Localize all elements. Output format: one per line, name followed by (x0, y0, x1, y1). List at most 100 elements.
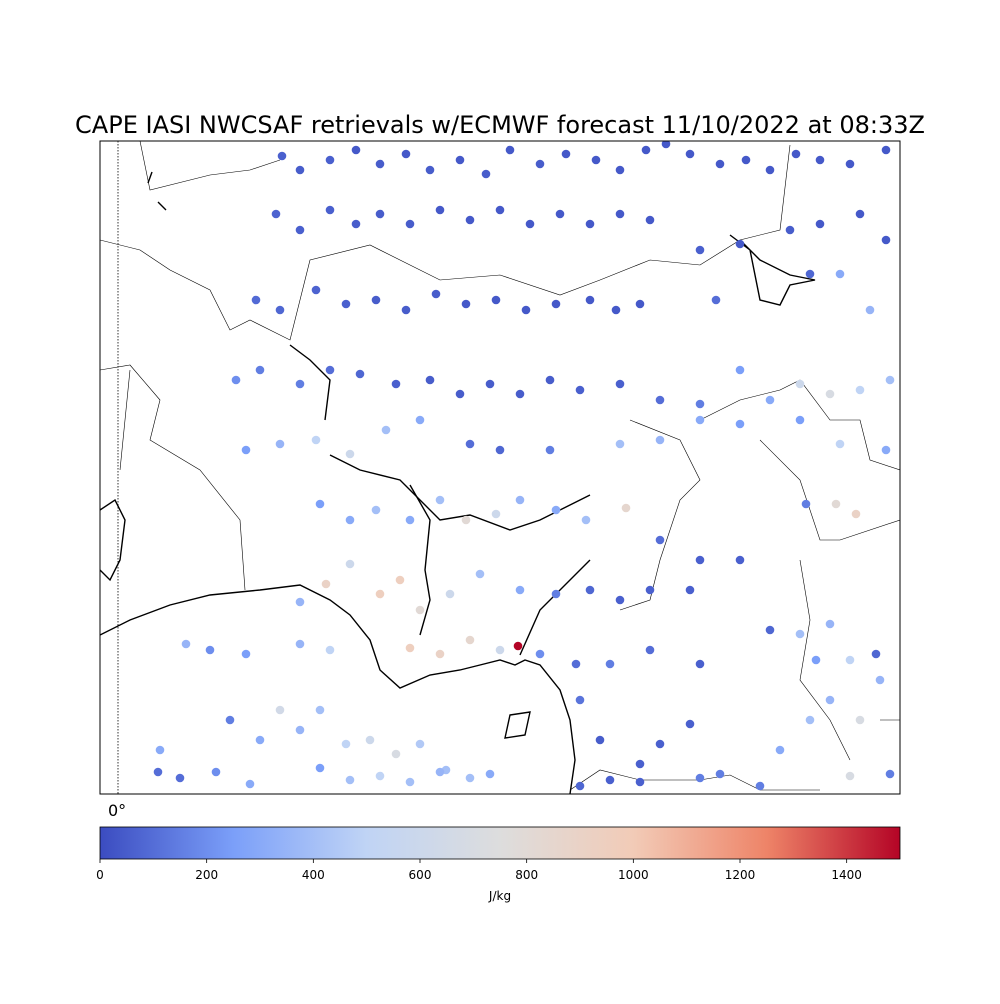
colorbar (99, 826, 901, 860)
retrieval-point (525, 219, 535, 229)
retrieval-point (205, 645, 215, 655)
retrieval-point (465, 215, 475, 225)
retrieval-point (295, 165, 305, 175)
retrieval-point (271, 209, 281, 219)
retrieval-point (341, 739, 351, 749)
colorbar-tick-label: 1400 (831, 868, 862, 882)
retrieval-point (315, 705, 325, 715)
retrieval-point (345, 775, 355, 785)
retrieval-point (431, 289, 441, 299)
retrieval-point (811, 655, 821, 665)
retrieval-point (225, 715, 235, 725)
retrieval-point (405, 219, 415, 229)
retrieval-point (655, 395, 665, 405)
retrieval-point (275, 305, 285, 315)
retrieval-point (575, 385, 585, 395)
retrieval-point (825, 619, 835, 629)
retrieval-point (401, 149, 411, 159)
retrieval-point (611, 305, 621, 315)
retrieval-point (325, 155, 335, 165)
retrieval-point (615, 209, 625, 219)
retrieval-point (465, 439, 475, 449)
retrieval-point (153, 767, 163, 777)
retrieval-point (375, 589, 385, 599)
retrieval-point (455, 389, 465, 399)
retrieval-point (741, 155, 751, 165)
retrieval-point (295, 639, 305, 649)
retrieval-point (311, 435, 321, 445)
retrieval-point (775, 745, 785, 755)
retrieval-point (715, 769, 725, 779)
retrieval-point (211, 767, 221, 777)
retrieval-point (695, 415, 705, 425)
retrieval-point (495, 205, 505, 215)
retrieval-point (795, 415, 805, 425)
retrieval-point (513, 641, 523, 651)
retrieval-point (461, 515, 471, 525)
retrieval-point (435, 205, 445, 215)
retrieval-point (415, 415, 425, 425)
retrieval-point (881, 235, 891, 245)
retrieval-point (295, 725, 305, 735)
retrieval-point (615, 165, 625, 175)
retrieval-point (845, 159, 855, 169)
retrieval-point (695, 555, 705, 565)
retrieval-point (325, 365, 335, 375)
retrieval-point (795, 629, 805, 639)
retrieval-point (591, 155, 601, 165)
retrieval-point (255, 735, 265, 745)
retrieval-point (635, 759, 645, 769)
retrieval-point (855, 209, 865, 219)
retrieval-point (251, 295, 261, 305)
retrieval-point (595, 735, 605, 745)
retrieval-point (545, 445, 555, 455)
colorbar-tick-label: 600 (409, 868, 432, 882)
retrieval-point (425, 165, 435, 175)
retrieval-point (475, 569, 485, 579)
retrieval-point (375, 159, 385, 169)
retrieval-point (465, 635, 475, 645)
retrieval-point (311, 285, 321, 295)
retrieval-point (345, 449, 355, 459)
retrieval-point (365, 735, 375, 745)
retrieval-point (345, 559, 355, 569)
colorbar-tick-label: 0 (96, 868, 104, 882)
retrieval-point (635, 299, 645, 309)
retrieval-point (581, 515, 591, 525)
retrieval-point (445, 589, 455, 599)
retrieval-point (345, 515, 355, 525)
retrieval-point (491, 509, 501, 519)
retrieval-point (435, 495, 445, 505)
retrieval-point (605, 659, 615, 669)
coastlines (100, 141, 900, 794)
retrieval-point (575, 781, 585, 791)
retrieval-point (835, 269, 845, 279)
retrieval-point (435, 767, 445, 777)
retrieval-point (295, 597, 305, 607)
retrieval-point (255, 365, 265, 375)
retrieval-point (801, 499, 811, 509)
retrieval-point (175, 773, 185, 783)
retrieval-point (685, 719, 695, 729)
retrieval-point (855, 385, 865, 395)
retrieval-point (875, 675, 885, 685)
points-layer (153, 141, 895, 791)
retrieval-point (871, 649, 881, 659)
retrieval-point (655, 535, 665, 545)
retrieval-point (355, 369, 365, 379)
retrieval-point (351, 145, 361, 155)
retrieval-point (381, 425, 391, 435)
retrieval-point (277, 151, 287, 161)
retrieval-point (571, 659, 581, 669)
retrieval-point (885, 769, 895, 779)
retrieval-point (655, 739, 665, 749)
retrieval-point (341, 299, 351, 309)
colorbar-tick-label: 200 (195, 868, 218, 882)
retrieval-point (491, 295, 501, 305)
retrieval-point (485, 769, 495, 779)
colorbar-tick-label: 1200 (725, 868, 756, 882)
retrieval-point (615, 439, 625, 449)
retrieval-point (415, 739, 425, 749)
retrieval-point (401, 305, 411, 315)
retrieval-point (575, 695, 585, 705)
